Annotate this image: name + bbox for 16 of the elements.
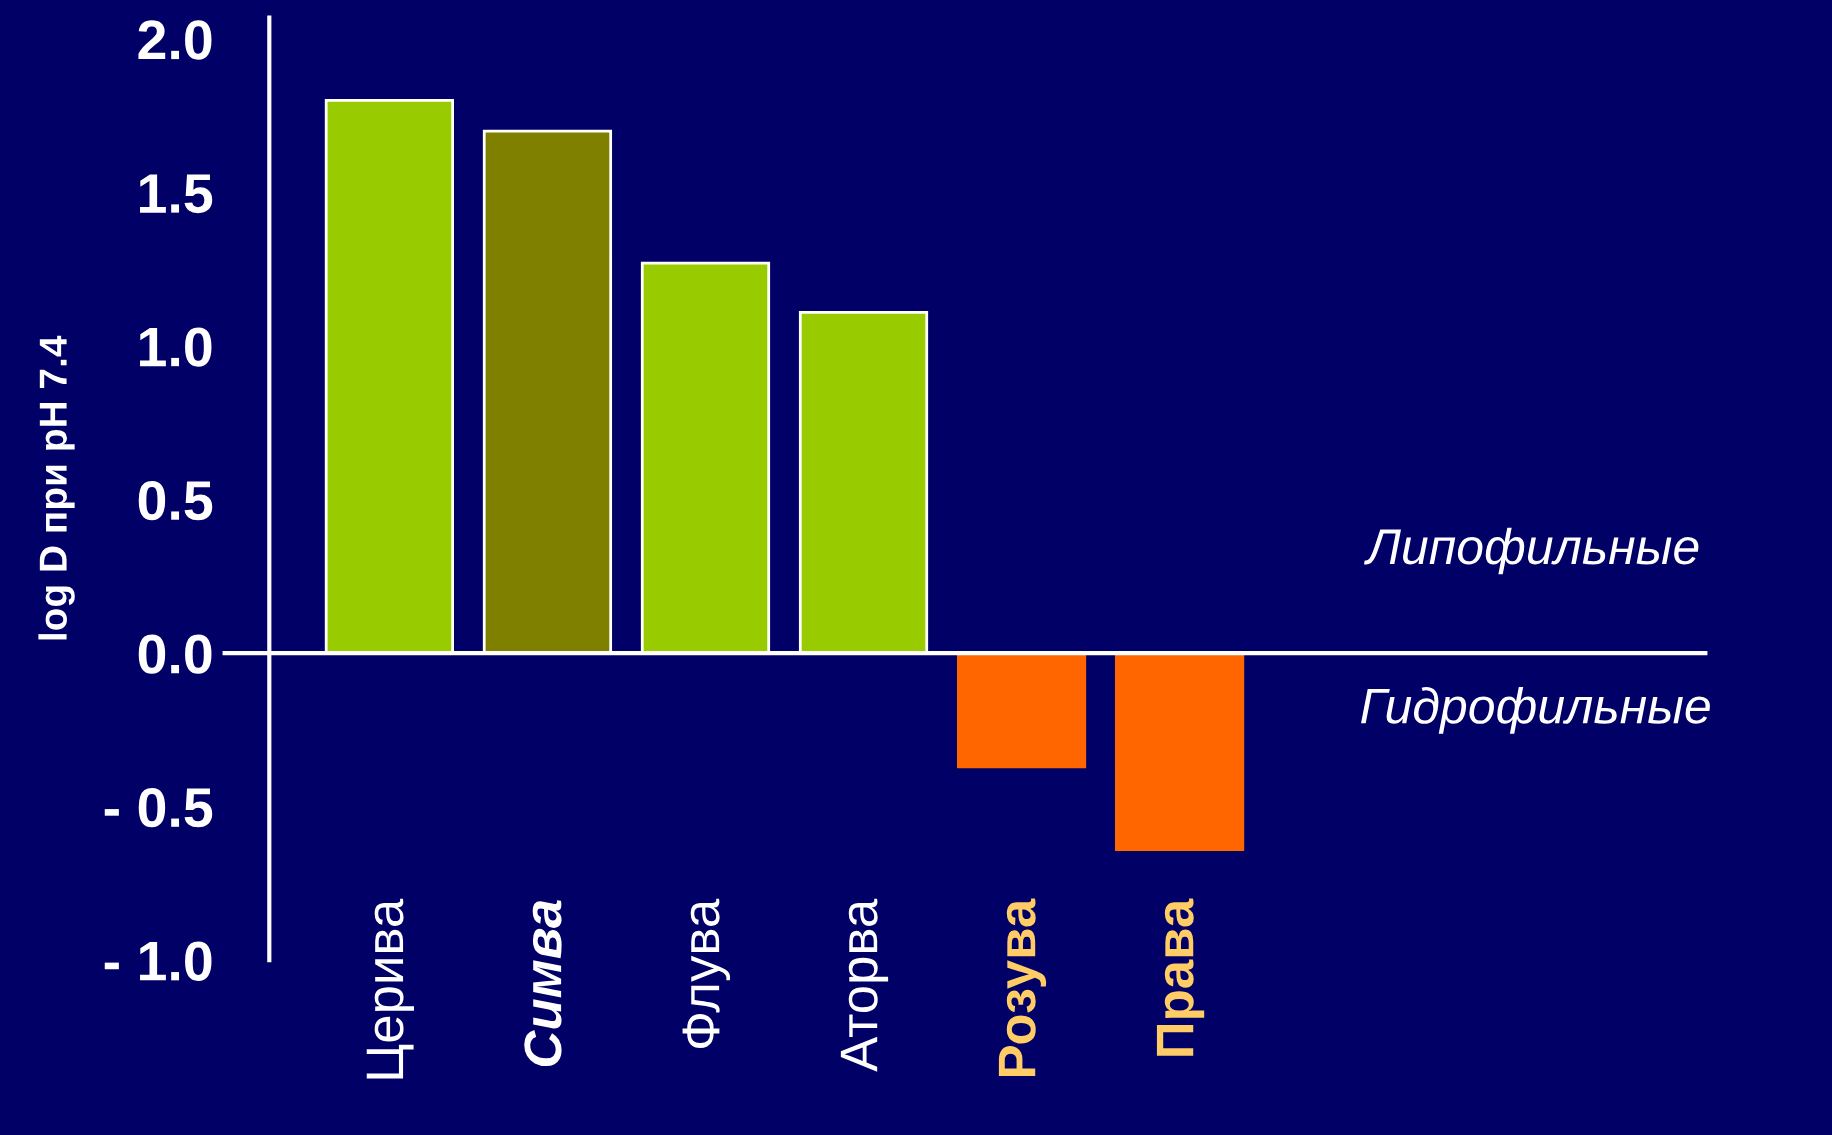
y-tick-label: - 1.0 bbox=[104, 941, 212, 981]
x-tick-label: Розува bbox=[998, 898, 1047, 1076]
y-tick-label: 1.0 bbox=[140, 327, 212, 367]
x-tick-label: Церива bbox=[366, 898, 415, 1079]
x-tick-label: Аторва bbox=[840, 898, 889, 1072]
y-tick-label: - 0.5 bbox=[104, 788, 213, 828]
y-tick-label: 0.0 bbox=[138, 634, 212, 674]
text: Липофильные bbox=[1363, 527, 1699, 575]
y-tick-label: 1.5 bbox=[140, 174, 213, 214]
y-tick-label: 2.0 bbox=[138, 20, 212, 60]
text: Гидрофильные bbox=[1361, 687, 1710, 734]
y-axis-title: log D при pH 7.4 bbox=[38, 335, 75, 640]
x-tick-label: Симва bbox=[524, 900, 562, 1067]
y-tick-label: 0.5 bbox=[138, 480, 213, 521]
x-tick-label: Флува bbox=[682, 898, 731, 1049]
x-tick-label: Права bbox=[1156, 898, 1205, 1056]
